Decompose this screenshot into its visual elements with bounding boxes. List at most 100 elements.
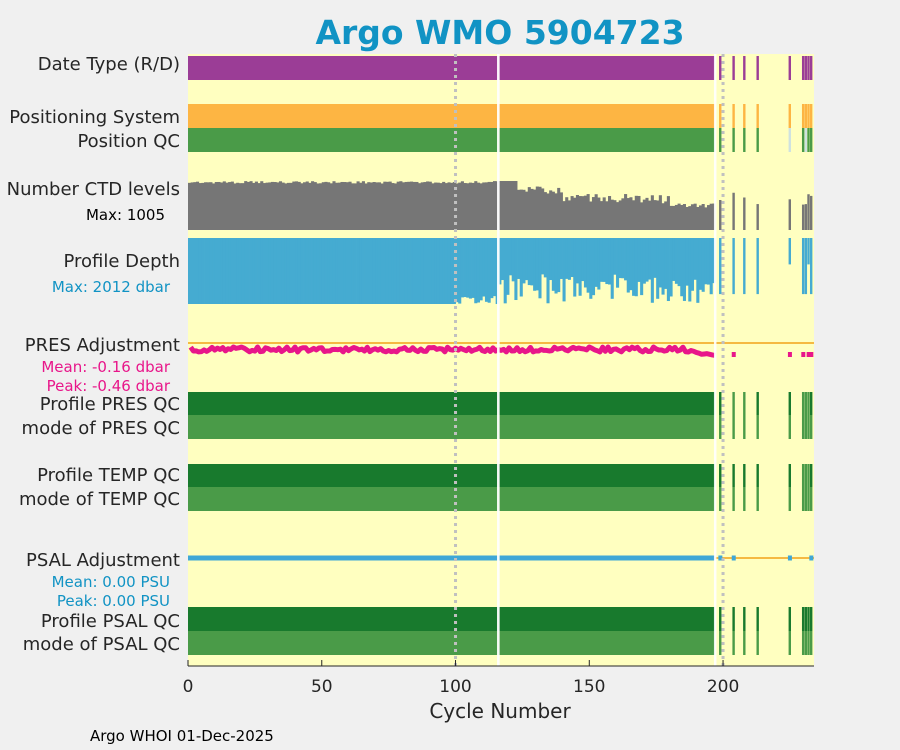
- band-pos-qc: [188, 128, 716, 152]
- ctd-bar: [383, 181, 387, 230]
- depth-bar: [292, 238, 296, 304]
- cycle-mark: [732, 464, 735, 487]
- ctd-bar: [804, 204, 808, 230]
- depth-bar: [431, 238, 435, 304]
- depth-bar: [348, 238, 352, 304]
- depth-bar: [458, 238, 462, 304]
- band-mode-pres-qc: [188, 415, 716, 439]
- depth-bar: [246, 238, 250, 304]
- ctd-bar: [396, 181, 400, 230]
- depth-bar: [656, 238, 660, 299]
- depth-bar: [554, 238, 558, 294]
- cycle-mark: [807, 392, 810, 415]
- depth-bar: [704, 238, 708, 285]
- cycle-mark: [809, 56, 813, 80]
- cycle-mark: [788, 56, 791, 80]
- depth-bar: [303, 238, 307, 304]
- row-label-prof-pres-qc: Profile PRES QC: [40, 394, 180, 415]
- ctd-bar: [549, 190, 553, 230]
- depth-bar: [447, 238, 451, 304]
- ctd-bar: [273, 182, 277, 230]
- depth-bar: [252, 238, 256, 304]
- ctd-bar: [653, 200, 657, 230]
- ctd-bar: [554, 193, 558, 230]
- ctd-bar: [610, 199, 614, 230]
- depth-bar: [201, 238, 205, 304]
- depth-bar: [559, 238, 563, 279]
- ctd-bar: [228, 182, 232, 230]
- depth-bar: [658, 238, 662, 288]
- depth-bar: [471, 238, 475, 298]
- ctd-bar: [289, 182, 293, 230]
- depth-bar: [460, 238, 464, 298]
- ctd-bar: [546, 193, 550, 230]
- cycle-mark: [756, 415, 759, 439]
- ctd-bar: [311, 181, 315, 230]
- x-tick-label: 50: [311, 677, 333, 697]
- depth-bar: [217, 238, 221, 304]
- depth-bar: [589, 238, 593, 299]
- x-axis: 0 50 100 150 200: [183, 660, 814, 697]
- depth-bar: [268, 238, 272, 304]
- depth-bar: [511, 238, 515, 282]
- ctd-bar: [327, 182, 331, 230]
- ctd-bar: [535, 186, 539, 230]
- ctd-bar: [367, 182, 371, 230]
- ctd-bar: [578, 196, 582, 230]
- ctd-bar: [743, 197, 746, 230]
- cycle-mark: [743, 464, 746, 487]
- ctd-bar: [270, 181, 275, 230]
- ctd-bar: [262, 183, 266, 230]
- ctd-bar: [807, 194, 810, 230]
- depth-bar: [420, 238, 424, 304]
- cycle-mark: [788, 631, 791, 655]
- cycle-mark: [756, 631, 759, 655]
- cycle-mark: [807, 607, 810, 631]
- cycle-mark: [801, 56, 805, 80]
- cycle-mark: [809, 487, 813, 511]
- ctd-bar: [460, 181, 464, 230]
- depth-bar: [732, 238, 735, 295]
- depth-bar: [369, 238, 373, 304]
- depth-bar: [337, 238, 341, 304]
- depth-bar: [624, 238, 628, 281]
- depth-bar: [286, 238, 291, 304]
- depth-bar: [661, 238, 665, 295]
- band-prof-pres-qc: [188, 392, 716, 415]
- depth-bar: [273, 238, 277, 304]
- ctd-bar: [348, 181, 352, 230]
- depth-bar: [188, 238, 192, 304]
- cycle-mark: [732, 487, 735, 511]
- ctd-bar: [463, 183, 467, 230]
- depth-bar: [278, 238, 283, 304]
- depth-bar: [474, 238, 478, 304]
- ctd-bar: [498, 181, 502, 230]
- depth-bar: [353, 238, 357, 304]
- depth-bar: [602, 238, 606, 282]
- depth-bar: [220, 238, 224, 304]
- ctd-bar: [201, 182, 205, 230]
- depth-bar: [613, 238, 617, 275]
- row-pos-system: [188, 104, 813, 128]
- ctd-bar: [501, 181, 505, 230]
- depth-bar: [404, 238, 408, 304]
- cycle-mark: [756, 56, 759, 80]
- ctd-bar: [324, 181, 328, 230]
- ctd-bar: [624, 194, 628, 230]
- ctd-bar: [252, 182, 256, 230]
- ctd-bar: [206, 182, 210, 230]
- ctd-bar: [402, 182, 406, 230]
- ctd-bar: [613, 200, 617, 230]
- depth-bar: [270, 238, 275, 304]
- depth-bar: [565, 238, 569, 279]
- ctd-bar: [190, 182, 194, 230]
- depth-bar: [434, 238, 438, 304]
- depth-bar: [575, 238, 579, 284]
- ctd-bar: [442, 181, 446, 230]
- ctd-bar: [690, 204, 695, 230]
- depth-bar: [241, 238, 245, 304]
- depth-bar: [372, 238, 376, 304]
- depth-bar: [479, 238, 483, 301]
- x-tick-label: 200: [707, 677, 739, 697]
